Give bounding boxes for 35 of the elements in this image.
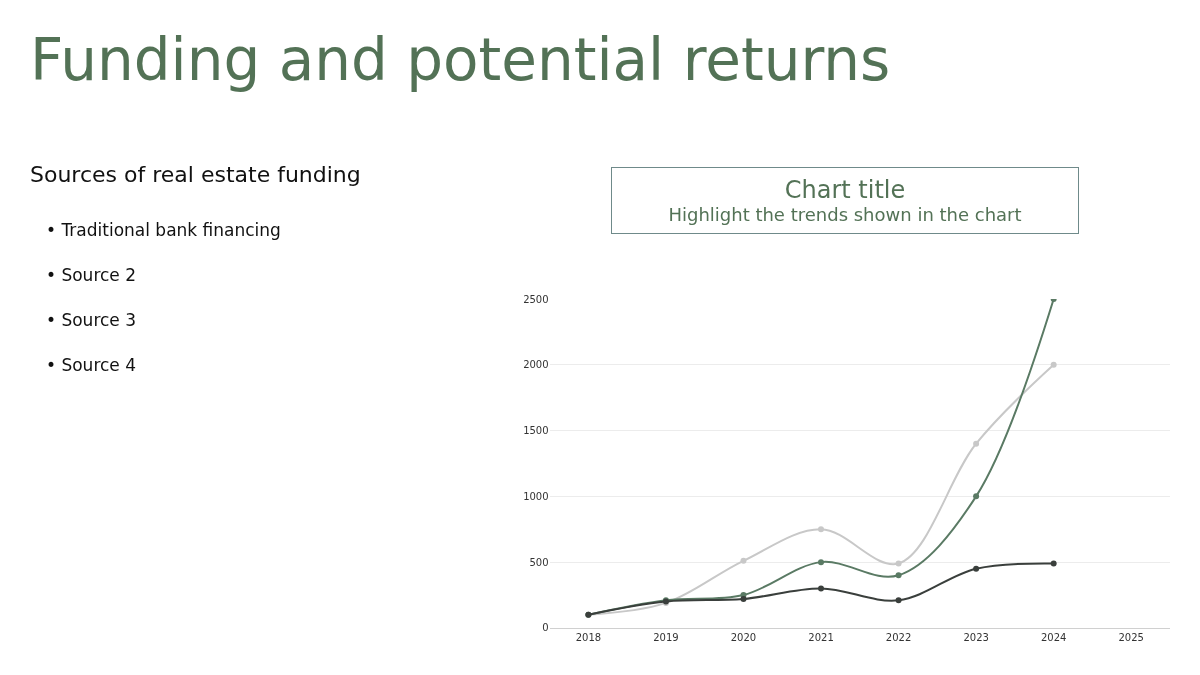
point bbox=[1050, 361, 1057, 368]
point bbox=[973, 493, 980, 500]
point bbox=[895, 597, 902, 604]
x-tick-label: 2018 bbox=[575, 631, 602, 643]
text: • Source 2 bbox=[46, 265, 137, 285]
y-tick-label: 2500 bbox=[523, 293, 549, 305]
point bbox=[818, 559, 825, 566]
point bbox=[1050, 560, 1057, 567]
point bbox=[740, 557, 747, 564]
x-tick-label: 2020 bbox=[730, 631, 757, 643]
x-tick-label: 2021 bbox=[808, 631, 834, 643]
point bbox=[973, 440, 980, 447]
y-tick-label: 2000 bbox=[523, 359, 549, 371]
x-tick-label: 2022 bbox=[885, 631, 912, 643]
source-note: Sources of real estate funding bbox=[30, 162, 361, 187]
point bbox=[895, 560, 902, 567]
text: • Source 4 bbox=[46, 355, 137, 375]
text: • Traditional bank financing bbox=[46, 220, 281, 240]
y-tick-label: 1000 bbox=[523, 490, 549, 502]
y-tick-label: 0 bbox=[542, 622, 549, 634]
x-tick-label: 2024 bbox=[1040, 631, 1067, 643]
text: Funding and potential returns bbox=[30, 26, 891, 94]
point bbox=[818, 585, 825, 592]
chart-title: Chart title bbox=[784, 176, 906, 204]
point bbox=[973, 565, 980, 572]
point bbox=[818, 526, 825, 533]
x-tick-label: 2019 bbox=[653, 631, 679, 643]
y-tick-label: 500 bbox=[529, 556, 549, 568]
x-tick-label: 2025 bbox=[1118, 631, 1144, 643]
text: • Source 3 bbox=[46, 310, 137, 330]
point bbox=[895, 572, 902, 579]
y-tick-label: 1500 bbox=[523, 425, 549, 437]
point bbox=[740, 595, 747, 602]
x-tick-label: 2023 bbox=[963, 631, 989, 643]
chart-subtitle: Highlight the trends shown in the chart bbox=[668, 204, 1022, 226]
